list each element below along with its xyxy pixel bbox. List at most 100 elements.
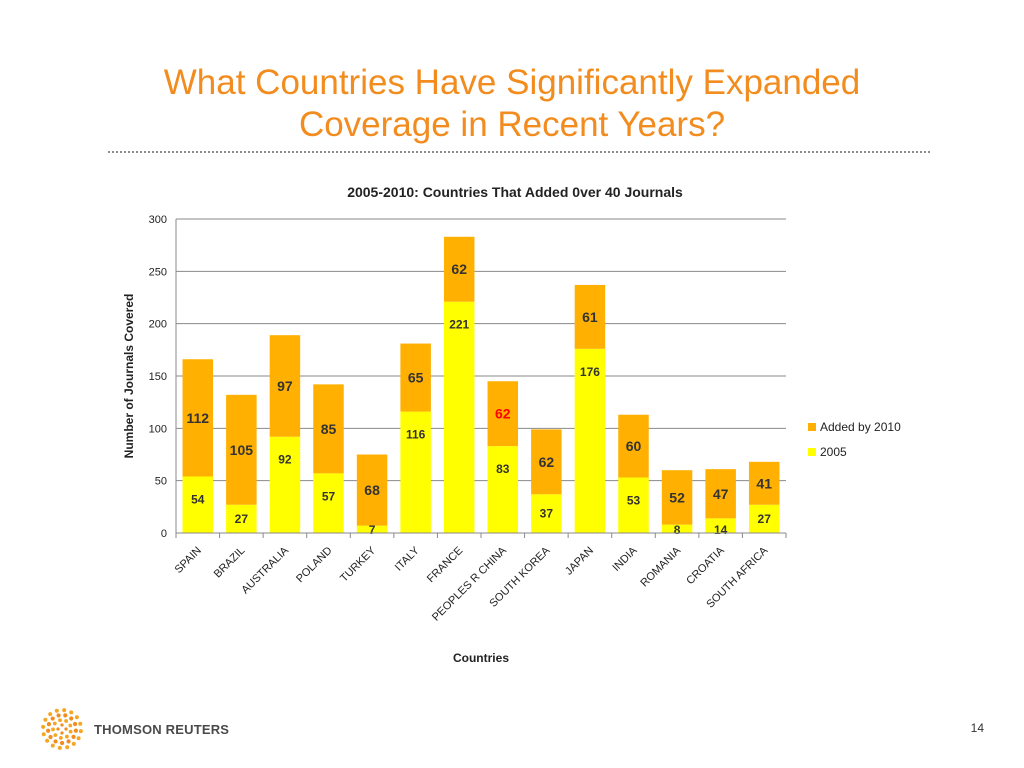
logo-dot — [62, 708, 67, 713]
logo-dot — [54, 708, 59, 713]
data-label-added: 62 — [539, 454, 555, 470]
logo-dot — [71, 734, 76, 740]
legend-label: 2005 — [820, 445, 847, 459]
data-label-added: 41 — [756, 475, 772, 491]
logo-dot — [46, 728, 51, 733]
bar-added-south-africa — [748, 461, 780, 505]
data-label-added: 112 — [186, 410, 209, 426]
y-tick-label: 100 — [149, 423, 167, 435]
logo-dot — [51, 727, 55, 732]
legend-swatch — [808, 423, 816, 431]
bar-2005-japan — [574, 348, 606, 533]
x-tick-label: SPAIN — [173, 545, 204, 576]
logo-dot — [41, 724, 46, 729]
logo-dot — [45, 738, 50, 743]
bar-added-south-korea — [531, 429, 562, 495]
slide-title: What Countries Have Significantly Expand… — [0, 62, 1024, 146]
y-tick-label: 50 — [155, 476, 167, 488]
bar-2005-south-korea — [531, 494, 562, 533]
data-label-2005: 54 — [191, 492, 205, 506]
bar-2005-spain — [182, 476, 214, 533]
bar-added-japan — [574, 284, 606, 349]
data-label-added: 47 — [713, 486, 729, 502]
bar-2005-italy — [400, 411, 431, 533]
logo-dot — [64, 719, 69, 723]
y-tick-label: 250 — [149, 266, 167, 278]
logo-dot — [53, 733, 58, 738]
chart-title: 2005-2010: Countries That Added 0ver 40 … — [347, 184, 683, 200]
x-tick-label: AUSTRALIA — [239, 544, 291, 596]
bars — [182, 236, 780, 533]
logo-dot — [48, 712, 53, 717]
logo-dot — [56, 713, 61, 718]
bar-2005-turkey — [356, 525, 388, 533]
logo-dot — [66, 739, 71, 744]
logo-dot — [53, 739, 58, 744]
logo-dot — [74, 715, 79, 720]
legend-label: Added by 2010 — [820, 420, 901, 434]
bar-2005-france — [443, 301, 475, 533]
logo-dot — [69, 716, 74, 721]
data-label-added: 62 — [451, 261, 467, 277]
logo-dot — [46, 721, 51, 727]
bar-added-peoples-r-china — [487, 381, 519, 447]
logo-dot — [59, 740, 65, 746]
logo-dot — [52, 721, 57, 726]
x-tick-label: PEOPLES R CHINA — [430, 544, 509, 623]
data-label-added: 61 — [582, 309, 598, 325]
logo-dot — [58, 718, 62, 723]
y-tick-label: 0 — [161, 528, 167, 540]
logo-dot — [78, 729, 83, 734]
data-label-2005: 14 — [714, 523, 728, 537]
bar-2005-poland — [313, 473, 344, 533]
data-label-2005: 116 — [406, 428, 426, 442]
logo-dot — [57, 745, 62, 750]
data-label-2005: 92 — [278, 453, 292, 467]
logo-dot — [76, 736, 81, 741]
data-label-2005: 57 — [322, 489, 336, 503]
logo-dot — [68, 723, 73, 728]
y-axis-title: Number of Journals Covered — [122, 294, 136, 459]
bar-added-romania — [661, 470, 693, 525]
logo-dot — [60, 731, 64, 735]
data-label-added: 105 — [230, 442, 254, 458]
bar-added-brazil — [226, 394, 257, 505]
bar-2005-peoples-r-china — [487, 446, 519, 533]
y-tick-label: 150 — [149, 371, 167, 383]
legend-swatch — [808, 448, 816, 456]
logo-dot — [63, 713, 68, 718]
bar-added-spain — [182, 359, 214, 477]
data-label-2005: 221 — [449, 318, 469, 332]
data-label-2005: 53 — [627, 494, 641, 508]
logo-dot — [50, 743, 55, 748]
x-tick-label: INDIA — [610, 544, 640, 574]
bar-added-italy — [400, 343, 431, 412]
logo-dot — [78, 721, 83, 726]
x-tick-label: ITALY — [393, 544, 422, 573]
data-label-added: 68 — [364, 482, 380, 498]
x-tick-label: ROMANIA — [638, 544, 683, 589]
y-tick-label: 300 — [149, 214, 167, 226]
logo-dot — [58, 736, 63, 740]
data-label-added: 62 — [495, 406, 511, 422]
x-tick-label: BRAZIL — [212, 545, 248, 581]
data-label-added: 60 — [626, 438, 642, 454]
legend: Added by 2010 2005 — [808, 420, 901, 459]
logo-dot — [41, 732, 46, 737]
bar-2005-south-africa — [748, 504, 780, 533]
data-label-added: 85 — [321, 421, 337, 437]
logo-dot — [73, 728, 79, 733]
data-label-2005: 83 — [496, 462, 510, 476]
logo-dot — [72, 721, 78, 727]
data-label-added: 65 — [408, 370, 424, 386]
x-tick-label: JAPAN — [563, 545, 596, 578]
bar-2005-romania — [661, 524, 693, 533]
logo-dot — [56, 727, 60, 731]
footer-logo: THOMSON REUTERS — [40, 707, 229, 751]
x-tick-label: FRANCE — [425, 545, 465, 585]
x-tick-label: CROATIA — [684, 544, 727, 587]
logo-dot — [65, 745, 70, 750]
logo-dot — [48, 734, 53, 740]
y-tick-label: 200 — [149, 319, 167, 331]
title-divider — [108, 151, 930, 153]
